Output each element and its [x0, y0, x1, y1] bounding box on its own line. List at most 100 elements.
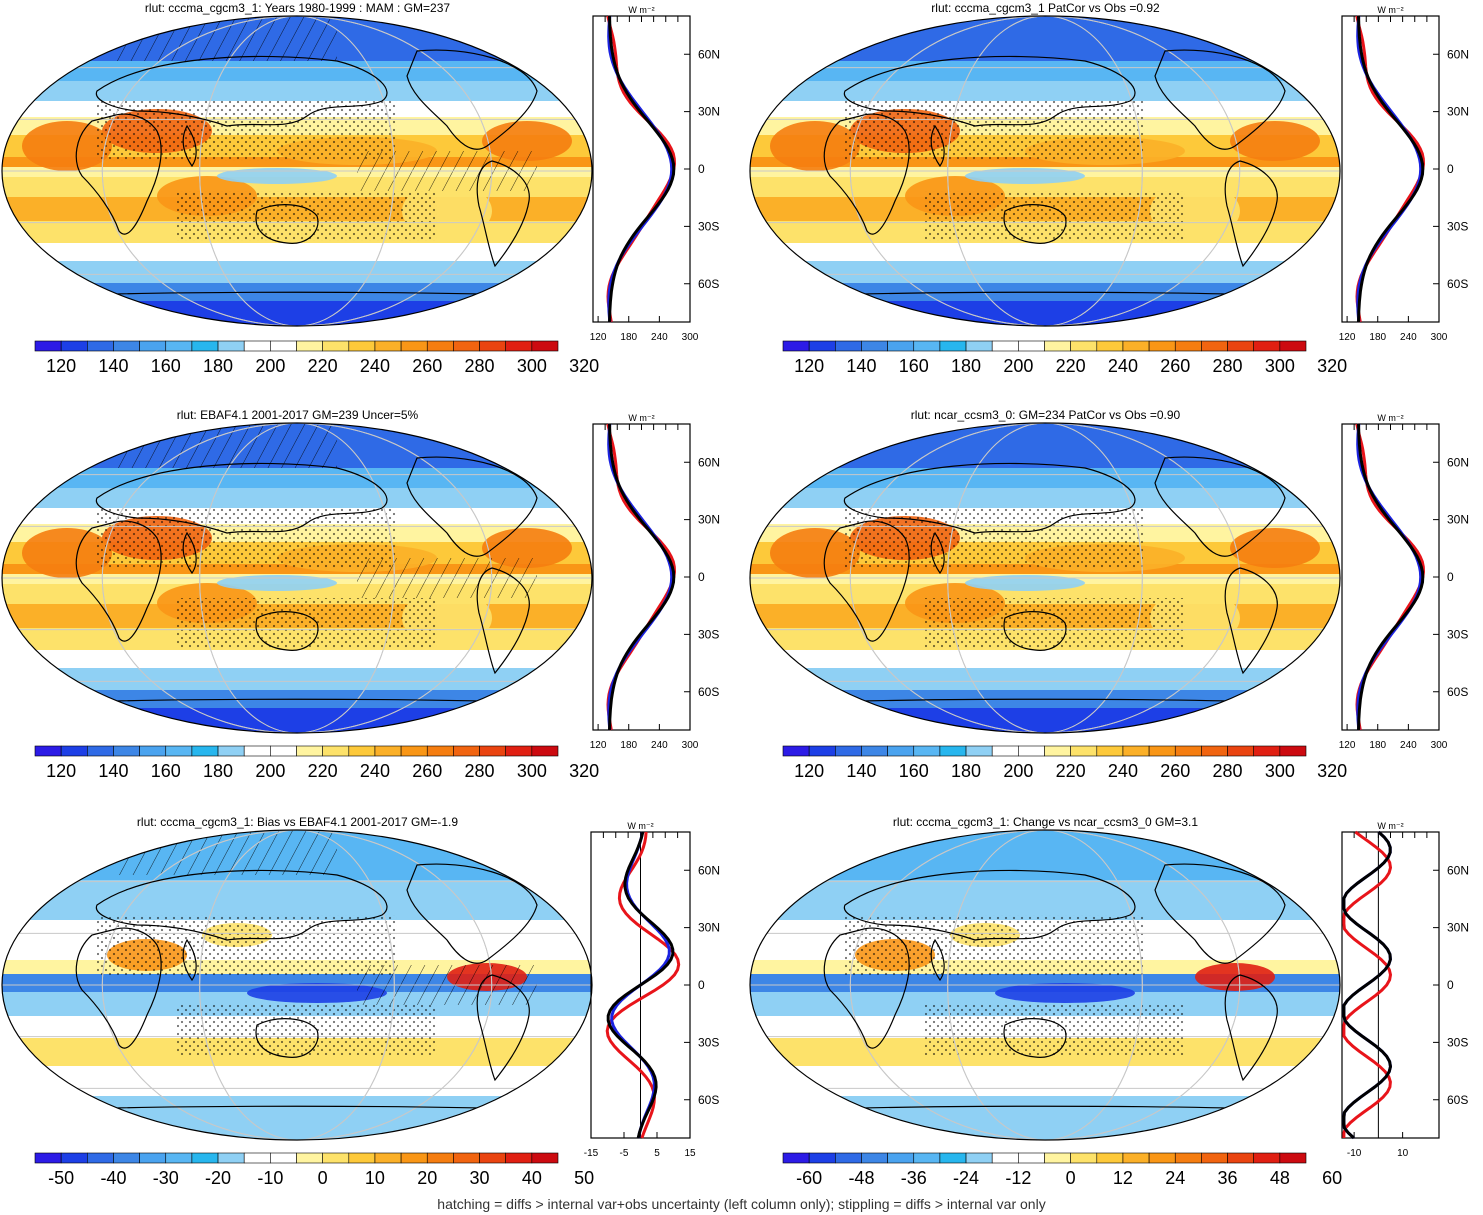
map-band-6 — [750, 564, 1340, 574]
map-band-0 — [750, 830, 1340, 880]
colorbar-label: 120 — [794, 356, 824, 376]
map-band-9 — [2, 1096, 592, 1140]
zonal-profile-2: W m⁻² 60N 30N 0 30S 60S 120 180 240 300 — [1339, 5, 1469, 343]
map-band-12 — [750, 261, 1340, 283]
colorbar-label: 300 — [1265, 356, 1295, 376]
colorbar-swatch — [87, 745, 114, 757]
colorbar-swatch — [913, 745, 941, 757]
profile-lat-label: 30S — [698, 1035, 719, 1049]
profile-lat-label: 0 — [1447, 162, 1454, 176]
colorbar-swatch — [861, 745, 888, 757]
coastline-3 — [255, 1018, 319, 1058]
colorbar-label: 300 — [517, 761, 547, 781]
coastline-2 — [182, 531, 197, 575]
stippling-region-a — [845, 508, 1145, 568]
colorbar-swatch — [479, 745, 506, 757]
colorbar-swatch — [939, 745, 967, 757]
colorbar-label: 20 — [417, 1168, 437, 1188]
profile-line-obs — [1356, 15, 1423, 323]
graticule-lon — [199, 16, 395, 326]
coastline-0 — [823, 520, 910, 642]
colorbar-swatch — [139, 340, 167, 352]
colorbar-swatch — [1201, 1152, 1228, 1164]
colorbar-swatch — [965, 1152, 993, 1164]
colorbar-swatch — [808, 1152, 836, 1164]
colorbar-swatch — [782, 1152, 810, 1164]
profile-x-label: 120 — [1339, 740, 1356, 751]
profile-x-label: 10 — [1397, 1148, 1409, 1159]
colorbar-swatch — [1174, 745, 1202, 757]
colorbar-label: 120 — [46, 761, 76, 781]
coastline-0 — [823, 113, 910, 235]
profile-frame — [592, 423, 691, 731]
profile-x-label: 180 — [1369, 332, 1386, 343]
profile-unit: W m⁻² — [628, 5, 654, 15]
profile-lat-label: 60N — [1447, 455, 1469, 469]
colorbar-label: 240 — [1108, 356, 1138, 376]
colorbar-swatch — [1122, 1152, 1150, 1164]
coastline-6 — [1288, 442, 1315, 475]
zonal-profile-6: W m⁻² 60N 30N 0 30S 60S -10 10 — [1341, 821, 1469, 1159]
profile-x-label: 180 — [620, 332, 637, 343]
colorbar-label: 160 — [151, 761, 181, 781]
profile-x-label: -15 — [584, 1148, 599, 1159]
colorbar-swatch — [939, 340, 967, 352]
panel-title-5: rlut: cccma_cgcm3_1: Bias vs EBAF4.1 200… — [136, 815, 459, 829]
colorbar-label: 160 — [151, 356, 181, 376]
colorbar-swatch — [217, 1152, 245, 1164]
map-anomaly-1 — [770, 121, 860, 171]
coastline-0 — [75, 113, 162, 235]
profile-x-label: -10 — [1347, 1148, 1362, 1159]
map-panel-4 — [749, 422, 1341, 734]
map-anomaly-6 — [965, 575, 1085, 591]
colorbar-swatch — [991, 1152, 1019, 1164]
map-anomaly-4 — [1230, 121, 1320, 161]
profile-frame — [1341, 831, 1440, 1139]
colorbar-label: 36 — [1218, 1168, 1238, 1188]
colorbar-swatch — [270, 340, 297, 352]
colorbar-swatch — [426, 340, 454, 352]
coastline-6 — [540, 442, 567, 475]
coastline-1 — [95, 55, 388, 127]
colorbar-swatch — [1070, 340, 1098, 352]
colorbar-swatch — [453, 745, 480, 757]
profile-lat-label: 60S — [698, 685, 719, 699]
colorbar-swatch — [1018, 1152, 1045, 1164]
colorbar-swatch — [113, 1152, 140, 1164]
colorbar-swatch — [913, 340, 941, 352]
colorbar-label: 200 — [1003, 356, 1033, 376]
colorbar-swatch — [782, 340, 810, 352]
profile-lat-label: 0 — [698, 978, 705, 992]
colorbar-label: 0 — [318, 1168, 328, 1188]
profile-x-label: 240 — [651, 332, 668, 343]
map-band-1 — [2, 61, 592, 81]
colorbar-label: -10 — [257, 1168, 283, 1188]
colorbar-swatch — [243, 1152, 271, 1164]
colorbar-label: -12 — [1005, 1168, 1031, 1188]
colorbar-swatch — [1044, 1152, 1071, 1164]
profile-unit: W m⁻² — [628, 413, 654, 423]
colorbar-swatch — [113, 745, 140, 757]
map-band-1 — [750, 61, 1340, 81]
colorbar-swatch — [1279, 1152, 1307, 1164]
stippling-region-b — [177, 598, 437, 648]
map-outline-6 — [749, 829, 1341, 1141]
map-panel-3 — [1, 422, 593, 734]
colorbar-label: 320 — [1317, 356, 1347, 376]
coastline-4 — [1154, 49, 1286, 150]
colorbar-label: 280 — [1213, 761, 1243, 781]
coastline-4 — [406, 456, 538, 557]
profile-lat-label: 0 — [698, 570, 705, 584]
stippling-region-a — [97, 508, 397, 568]
colorbar-label: -60 — [796, 1168, 822, 1188]
colorbar-swatch — [505, 340, 533, 352]
map-panel-1 — [1, 15, 593, 327]
coastline-2 — [182, 938, 197, 982]
colorbar-label: 260 — [1160, 761, 1190, 781]
profile-lat-label: 60N — [1447, 863, 1469, 877]
coastline-0 — [75, 927, 162, 1049]
profile-lat-label: 60N — [698, 47, 720, 61]
colorbar-swatch — [453, 340, 480, 352]
colorbar-swatch — [1174, 340, 1202, 352]
profile-lat-label: 30S — [1447, 1035, 1468, 1049]
